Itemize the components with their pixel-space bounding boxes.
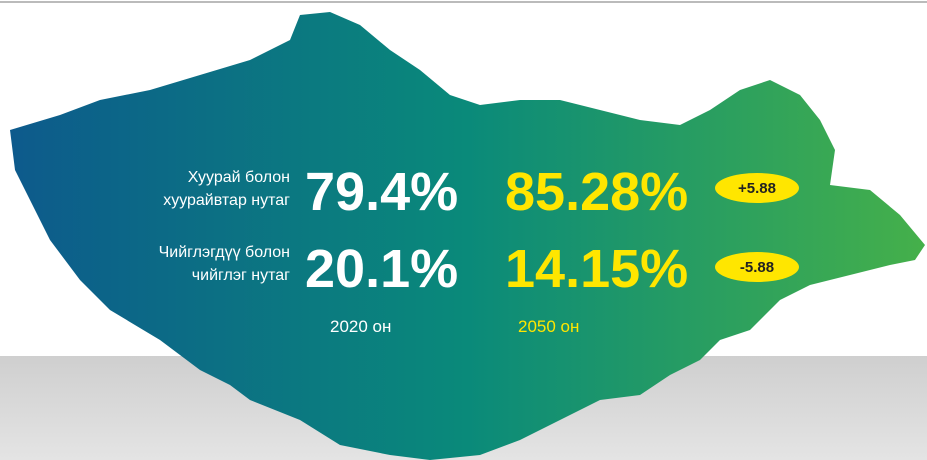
row-label: Чийглэгдүү болон xyxy=(159,244,290,261)
year-label: 2050 он xyxy=(518,317,579,336)
row-label: Хуурай болон xyxy=(188,169,290,186)
badge-bg xyxy=(715,252,799,282)
value-2050: 85.28% xyxy=(505,162,688,222)
value-2050: 14.15% xyxy=(505,239,688,299)
year-label: 2020 он xyxy=(330,317,391,336)
value-2020: 20.1% xyxy=(305,239,458,299)
change-badge: -5.88 xyxy=(740,259,774,276)
badge-bg xyxy=(715,173,799,203)
row-label: хуурайвтар нутаг xyxy=(163,192,290,209)
map-shape xyxy=(10,12,925,460)
change-badge: +5.88 xyxy=(738,180,776,197)
row-label: чийглэг нутаг xyxy=(192,267,290,284)
value-2020: 79.4% xyxy=(305,162,458,222)
